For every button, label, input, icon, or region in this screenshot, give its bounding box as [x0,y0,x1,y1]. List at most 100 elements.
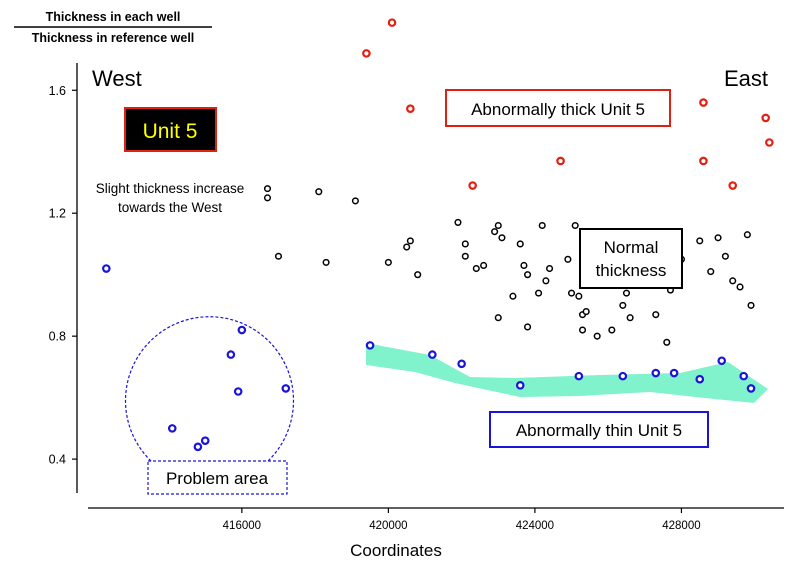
data-point-thin [695,374,705,384]
data-point-normal [524,323,532,331]
y-tick-label: 1.6 [49,84,66,98]
data-point-thick [468,181,477,190]
data-point-normal [707,268,715,276]
normal-annotation-line2: thickness [596,261,667,280]
data-point-normal [414,271,422,279]
thin-annotation-box [489,411,709,448]
data-point-normal [315,188,323,196]
data-point-normal [263,194,272,202]
problem-area-outline [124,316,295,462]
data-point-thin [226,350,236,359]
data-point-thin [457,359,466,369]
data-point-thin [237,325,247,335]
normal-annotation-line1: Normal [604,238,659,257]
data-point-normal [729,277,737,285]
slight-increase-line1: Slight thickness increase [96,181,245,196]
data-point-thin [233,387,243,396]
data-point-thin [281,384,291,393]
data-point-thin [669,368,679,378]
data-point-thick [699,156,708,166]
data-point-thick [362,49,371,58]
data-point-normal [454,218,462,226]
x-tick-label: 416000 [223,520,261,532]
data-point-thin [618,371,628,381]
data-point-normal [535,289,543,297]
data-point-normal [406,237,414,245]
data-point-normal [351,197,359,205]
y-label-denominator: Thickness in reference well [32,31,195,45]
data-point-normal [608,326,616,334]
data-point-thin [651,368,661,378]
thick-annotation-box [445,89,671,127]
y-tick-label: 0.8 [49,330,66,344]
data-point-thick [406,104,415,113]
data-point-thin [717,356,727,366]
data-point-normal [516,240,524,248]
data-point-thin [167,424,177,433]
east-label: East [724,66,768,91]
data-point-normal [582,308,590,316]
data-point-normal [663,338,671,346]
data-point-thick [728,181,738,190]
y-label-numerator: Thickness in each well [46,10,181,24]
data-point-normal [652,311,660,319]
data-point-normal [626,314,634,322]
data-point-thick [765,138,774,147]
thick-annotation-text: Abnormally thick Unit 5 [471,100,645,119]
x-tick-label: 428000 [662,520,700,532]
data-point-normal [542,277,550,285]
data-point-normal [571,221,579,230]
data-point-normal [747,301,755,309]
data-point-thin [365,341,375,350]
y-tick-label: 0.4 [49,453,66,467]
y-tick-label: 1.2 [49,207,66,221]
data-point-normal [494,221,502,230]
data-points-group [102,18,774,452]
data-point-normal [480,261,488,270]
data-point-normal [721,252,729,260]
data-point-normal [403,243,411,251]
data-point-normal [546,264,554,273]
data-point-normal [593,332,601,340]
data-point-thick [699,98,708,107]
data-point-normal [622,289,631,297]
unit-label-text: Unit 5 [143,120,198,143]
data-point-normal [322,258,330,266]
data-point-thick [556,156,565,166]
data-point-thin [739,371,749,381]
data-point-thin [193,442,203,452]
data-point-normal [567,289,576,297]
problem-area-box [147,460,288,495]
x-tick-label: 424000 [516,520,554,532]
data-point-normal [461,240,469,248]
west-label: West [92,66,142,91]
data-point-thin [574,371,584,381]
x-tick-label: 420000 [369,520,407,532]
data-point-normal [491,228,499,236]
data-point-normal [274,252,283,260]
data-point-normal [263,185,272,193]
data-point-normal [494,314,502,322]
data-point-normal [696,237,704,245]
data-point-normal [564,255,572,263]
data-point-thick [387,18,397,27]
problem-area-text: Problem area [166,469,269,488]
x-axis-label: Coordinates [350,541,442,560]
data-point-normal [509,292,517,300]
data-point-thin [200,436,210,445]
data-point-normal [461,252,469,260]
data-point-normal [524,271,532,279]
data-point-normal [575,292,583,300]
data-point-thin [515,381,525,390]
slight-increase-line2: towards the West [118,200,222,215]
normal-annotation-box [579,228,683,289]
thin-unit-band [366,343,768,403]
data-point-normal [472,264,480,273]
data-point-normal [578,326,587,334]
data-point-thick [761,113,770,123]
data-point-normal [743,231,751,239]
data-point-normal [498,234,506,242]
data-point-normal [619,301,627,309]
data-point-normal [714,234,722,242]
